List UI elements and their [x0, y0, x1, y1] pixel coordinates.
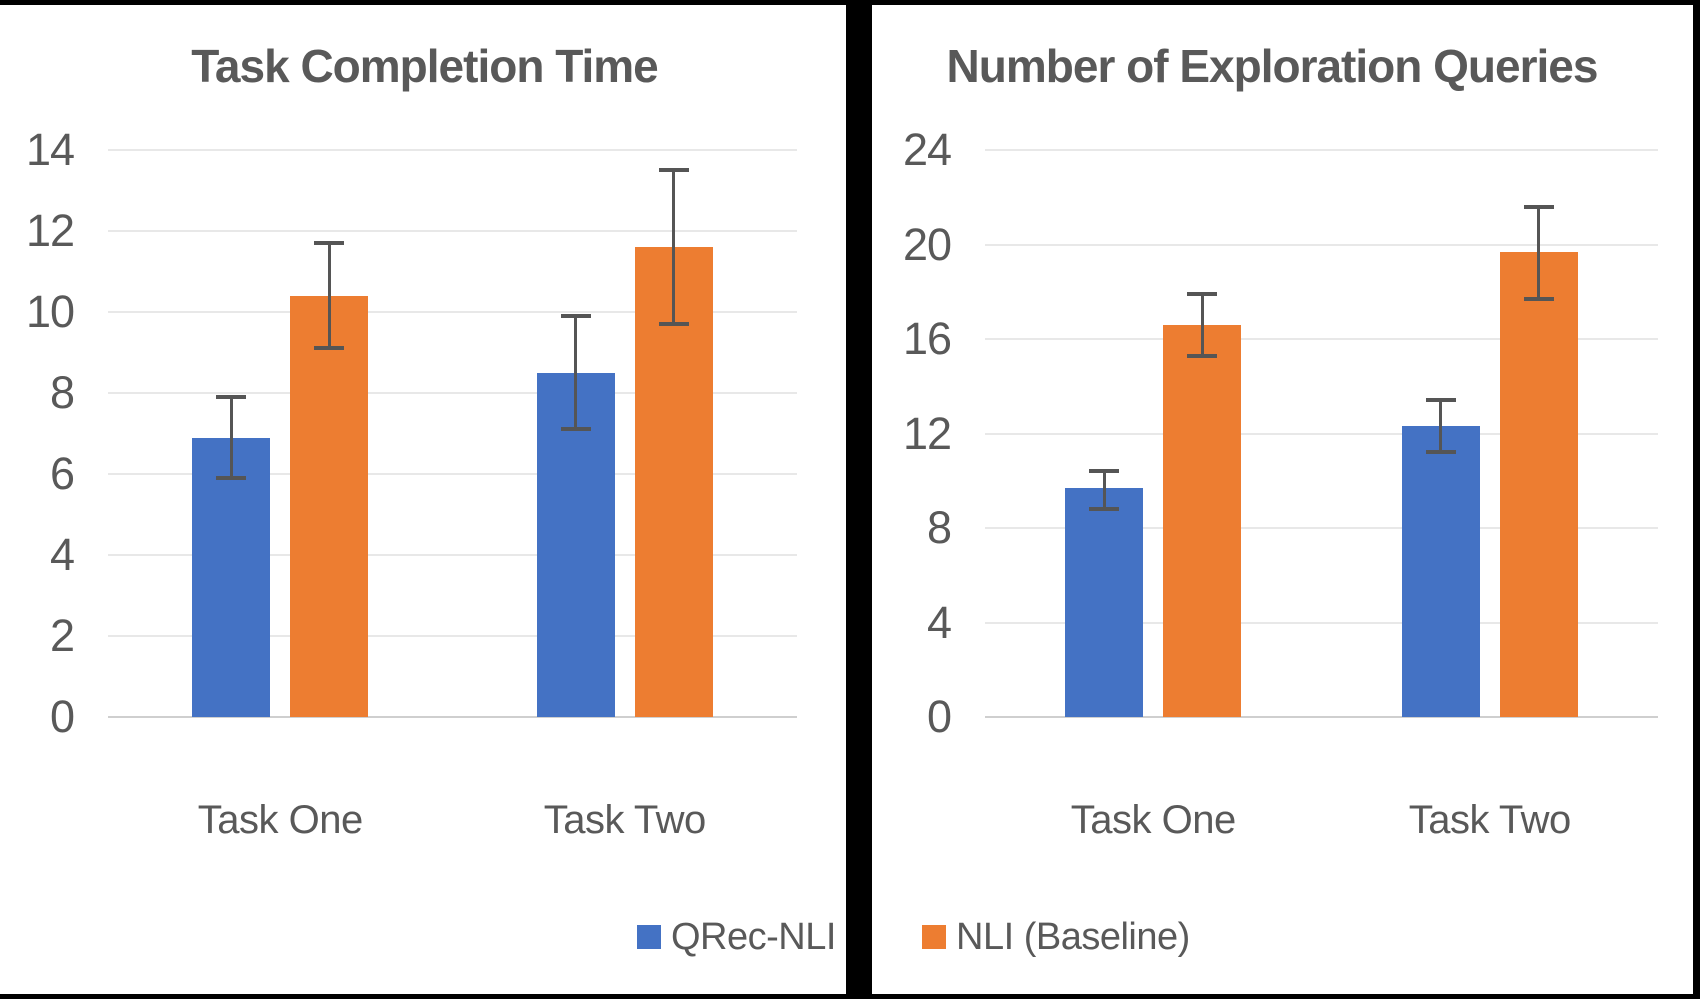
bar-nli-baseline-task-one — [290, 295, 369, 717]
gridline-8 — [985, 527, 1658, 529]
gridline-10 — [108, 311, 797, 313]
gridline-12 — [985, 432, 1658, 435]
y-tick-label-2: 2 — [49, 610, 75, 661]
gridline-16 — [985, 338, 1658, 340]
gridline-2 — [108, 635, 797, 637]
y-tick-label-4: 4 — [49, 529, 75, 580]
y-tick-label-8: 8 — [926, 502, 952, 553]
task-completion-time-chart-panel: Task Completion Time QRec-NLI 0 2 4 6 8 10 12 1… — [0, 5, 846, 994]
y-tick-label-6: 6 — [49, 448, 75, 499]
chart-title-left: Task Completion Time — [191, 40, 659, 92]
bar-qrec-nli-task-one — [1065, 487, 1144, 717]
legend-label-nli-baseline: NLI (Baseline) — [956, 916, 1190, 958]
error-bar-cap-bottom-nli-baseline-task-two — [1523, 296, 1554, 301]
error-bar-cap-bottom-qrec-nli-task-two — [1425, 450, 1456, 455]
error-bar-cap-top-qrec-nli-task-one — [216, 395, 247, 400]
error-bar-cap-bottom-nli-baseline-task-one — [314, 346, 345, 351]
error-bar-cap-bottom-qrec-nli-task-two — [560, 427, 591, 432]
error-bar-line-nli-baseline-task-two — [1537, 206, 1541, 299]
error-bar-cap-top-qrec-nli-task-two — [560, 314, 591, 319]
error-bar-cap-bottom-qrec-nli-task-one — [1089, 507, 1120, 512]
legend-swatch-blue — [637, 925, 661, 949]
error-bar-line-nli-baseline-task-one — [1200, 294, 1204, 356]
y-tick-label-4: 4 — [926, 596, 952, 648]
error-bar-cap-top-nli-baseline-task-one — [314, 241, 345, 246]
bar-nli-baseline-task-one — [1163, 324, 1242, 717]
error-bar-cap-top-qrec-nli-task-one — [1089, 469, 1120, 474]
gridline-20 — [985, 243, 1658, 246]
x-category-label-task-two: Task Two — [543, 798, 707, 842]
error-bar-line-nli-baseline-task-two — [672, 170, 676, 325]
gridline-0 — [985, 716, 1658, 718]
error-bar-line-qrec-nli-task-one — [229, 397, 233, 479]
gridline-6 — [108, 473, 797, 475]
error-bar-line-nli-baseline-task-one — [327, 243, 331, 349]
gridline-4 — [985, 621, 1658, 624]
bar-qrec-nli-task-two — [1401, 426, 1480, 717]
error-bar-cap-bottom-nli-baseline-task-one — [1187, 353, 1218, 358]
x-category-label-task-one: Task One — [197, 798, 363, 842]
gridline-0 — [108, 716, 797, 718]
error-bar-line-qrec-nli-task-one — [1102, 471, 1106, 510]
x-category-label-task-two: Task Two — [1408, 798, 1572, 842]
legend-item-nli-baseline: NLI (Baseline) — [922, 916, 1190, 959]
gridline-4 — [108, 554, 797, 556]
y-tick-label-8: 8 — [49, 367, 75, 418]
error-bar-cap-top-nli-baseline-task-two — [1523, 204, 1554, 209]
error-bar-cap-top-nli-baseline-task-two — [658, 168, 689, 173]
error-bar-cap-top-nli-baseline-task-one — [1187, 292, 1218, 297]
error-bar-line-qrec-nli-task-two — [574, 316, 578, 430]
y-tick-label-16: 16 — [902, 313, 952, 364]
gridline-8 — [108, 392, 797, 394]
gridline-12 — [108, 230, 797, 232]
x-category-label-task-one: Task One — [1070, 798, 1236, 842]
y-tick-label-10: 10 — [25, 286, 75, 337]
legend-item-qrec-nli: QRec-NLI — [637, 916, 836, 959]
exploration-queries-chart-panel: Number of Exploration Queries NLI (Basel… — [872, 5, 1693, 994]
chart-title-right: Number of Exploration Queries — [946, 40, 1599, 92]
y-tick-label-24: 24 — [902, 124, 952, 175]
legend-label-qrec-nli: QRec-NLI — [671, 916, 836, 958]
bar-nli-baseline-task-two — [1499, 251, 1578, 717]
bar-qrec-nli-task-one — [192, 437, 271, 717]
gridline-24 — [985, 149, 1658, 151]
legend-swatch-orange — [922, 925, 946, 949]
y-tick-label-14: 14 — [25, 124, 75, 175]
error-bar-cap-bottom-qrec-nli-task-one — [216, 476, 247, 481]
error-bar-cap-bottom-nli-baseline-task-two — [658, 322, 689, 327]
y-tick-label-20: 20 — [902, 218, 952, 270]
gridline-14 — [108, 149, 797, 151]
error-bar-cap-top-qrec-nli-task-two — [1425, 398, 1456, 403]
error-bar-line-qrec-nli-task-two — [1439, 400, 1443, 453]
y-tick-label-12: 12 — [902, 407, 952, 459]
y-tick-label-12: 12 — [25, 205, 75, 256]
y-tick-label-0: 0 — [49, 691, 75, 742]
y-tick-label-0: 0 — [926, 691, 952, 742]
